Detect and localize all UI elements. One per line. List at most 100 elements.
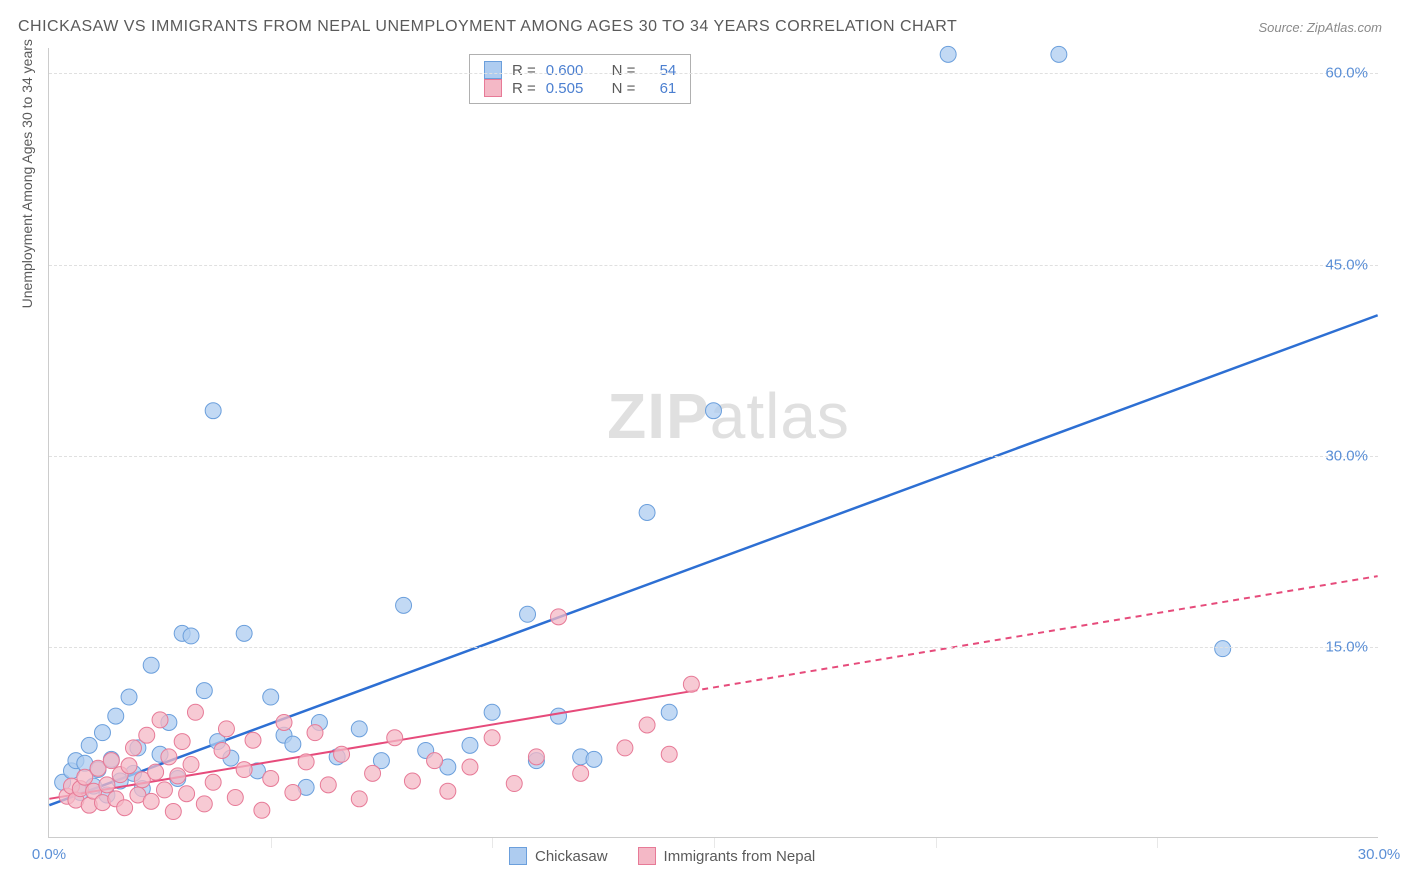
gridline-h xyxy=(49,456,1378,457)
y-tick-label: 15.0% xyxy=(1325,638,1368,655)
n-label: N = xyxy=(612,62,636,79)
data-point xyxy=(551,708,567,724)
data-point xyxy=(161,749,177,765)
data-point xyxy=(183,628,199,644)
data-point xyxy=(196,796,212,812)
data-point xyxy=(152,712,168,728)
data-point xyxy=(117,800,133,816)
legend-label: Immigrants from Nepal xyxy=(664,848,816,865)
data-point xyxy=(462,737,478,753)
data-point xyxy=(165,804,181,820)
n-label: N = xyxy=(612,80,636,97)
data-point xyxy=(661,704,677,720)
data-point xyxy=(205,403,221,419)
plot-area: Unemployment Among Ages 30 to 34 years Z… xyxy=(48,48,1378,838)
data-point xyxy=(307,725,323,741)
x-tick-mark xyxy=(271,838,272,848)
data-point xyxy=(351,721,367,737)
legend-label: Chickasaw xyxy=(535,848,608,865)
chart-title: CHICKASAW VS IMMIGRANTS FROM NEPAL UNEMP… xyxy=(18,18,957,36)
r-value: 0.505 xyxy=(546,80,584,97)
data-point xyxy=(174,734,190,750)
data-point xyxy=(187,704,203,720)
data-point xyxy=(520,606,536,622)
data-point xyxy=(121,758,137,774)
chart-svg xyxy=(49,48,1378,837)
legend-swatch xyxy=(484,79,502,97)
gridline-h xyxy=(49,647,1378,648)
data-point xyxy=(285,736,301,752)
data-point xyxy=(245,732,261,748)
source-label: Source: ZipAtlas.com xyxy=(1258,20,1382,35)
data-point xyxy=(143,793,159,809)
data-point xyxy=(586,751,602,767)
data-point xyxy=(462,759,478,775)
data-point xyxy=(236,762,252,778)
n-value: 61 xyxy=(660,80,677,97)
data-point xyxy=(396,597,412,613)
data-point xyxy=(139,727,155,743)
data-point xyxy=(320,777,336,793)
data-point xyxy=(214,742,230,758)
stats-row: R = 0.505 N = 61 xyxy=(484,79,676,97)
data-point xyxy=(227,790,243,806)
y-tick-label: 30.0% xyxy=(1325,447,1368,464)
data-point xyxy=(484,704,500,720)
data-point xyxy=(148,764,164,780)
x-tick-mark xyxy=(936,838,937,848)
data-point xyxy=(639,717,655,733)
data-point xyxy=(99,777,115,793)
data-point xyxy=(528,749,544,765)
data-point xyxy=(683,676,699,692)
data-point xyxy=(263,689,279,705)
data-point xyxy=(440,783,456,799)
data-point xyxy=(276,714,292,730)
y-tick-label: 45.0% xyxy=(1325,256,1368,273)
data-point xyxy=(254,802,270,818)
data-point xyxy=(706,403,722,419)
data-point xyxy=(81,737,97,753)
legend-swatch xyxy=(484,61,502,79)
n-value: 54 xyxy=(660,62,677,79)
r-label: R = xyxy=(512,62,536,79)
data-point xyxy=(940,46,956,62)
data-point xyxy=(143,657,159,673)
data-point xyxy=(298,754,314,770)
data-point xyxy=(263,770,279,786)
data-point xyxy=(1215,641,1231,657)
legend-item: Immigrants from Nepal xyxy=(638,847,816,865)
trend-line xyxy=(49,315,1377,805)
data-point xyxy=(125,740,141,756)
data-point xyxy=(108,708,124,724)
data-point xyxy=(179,786,195,802)
trend-line-dashed xyxy=(691,576,1377,691)
data-point xyxy=(205,774,221,790)
data-point xyxy=(639,505,655,521)
data-point xyxy=(351,791,367,807)
r-label: R = xyxy=(512,80,536,97)
data-point xyxy=(196,683,212,699)
stats-legend: R = 0.600 N = 54 R = 0.505 N = 61 xyxy=(469,54,691,104)
stats-row: R = 0.600 N = 54 xyxy=(484,61,676,79)
legend-item: Chickasaw xyxy=(509,847,608,865)
data-point xyxy=(170,768,186,784)
data-point xyxy=(427,753,443,769)
data-point xyxy=(551,609,567,625)
r-value: 0.600 xyxy=(546,62,584,79)
gridline-h xyxy=(49,73,1378,74)
data-point xyxy=(103,753,119,769)
data-point xyxy=(156,782,172,798)
data-point xyxy=(218,721,234,737)
data-point xyxy=(94,725,110,741)
data-point xyxy=(661,746,677,762)
x-tick-mark xyxy=(714,838,715,848)
bottom-legend: Chickasaw Immigrants from Nepal xyxy=(509,847,815,865)
data-point xyxy=(236,625,252,641)
data-point xyxy=(121,689,137,705)
y-tick-label: 60.0% xyxy=(1325,65,1368,82)
x-tick-mark xyxy=(492,838,493,848)
data-point xyxy=(506,776,522,792)
x-tick-mark xyxy=(1157,838,1158,848)
data-point xyxy=(573,765,589,781)
data-point xyxy=(484,730,500,746)
